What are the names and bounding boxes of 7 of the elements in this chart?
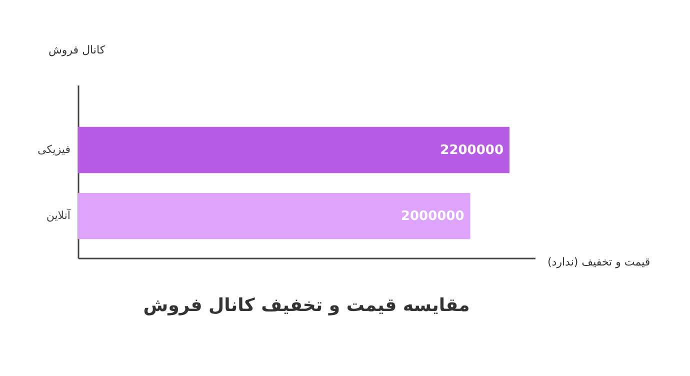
x-axis-title: قیمت و تخفیف (ندارد) [548,256,650,268]
data-label: 2200000 [440,143,504,158]
text: مقایسه قیمت و تخفیف کانال فروش [143,295,470,316]
y-tick-label: آنلاین [46,208,72,222]
y-tick-label: فیزیکی [38,143,70,156]
data-label: 2000000 [400,209,464,224]
y-axis-title: کانال فروش [48,44,106,56]
